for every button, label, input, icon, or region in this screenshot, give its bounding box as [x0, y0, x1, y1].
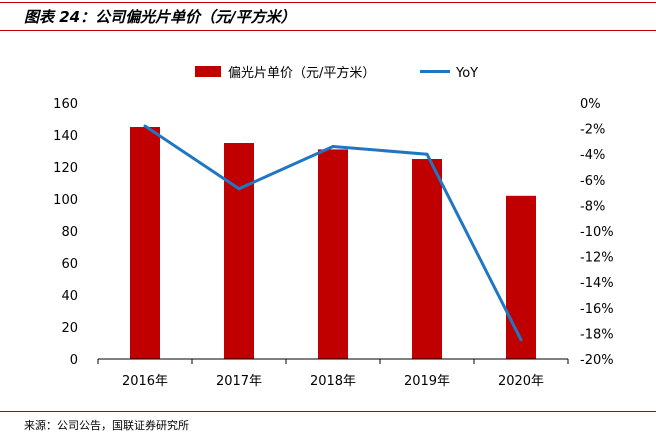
- x-tick-label: 2019年: [404, 374, 450, 389]
- bar: [224, 143, 254, 359]
- yoy-point: [331, 145, 335, 149]
- y-left-tick-label: 80: [61, 225, 78, 240]
- y-right-tick-label: -14%: [580, 276, 614, 291]
- bar: [318, 149, 348, 359]
- title-bottom-rule: [0, 30, 656, 31]
- y-left-tick-label: 120: [53, 161, 78, 176]
- x-tick-label: 2018年: [310, 374, 356, 389]
- yoy-point: [519, 338, 523, 342]
- yoy-point: [237, 187, 241, 191]
- legend-bar-label: 偏光片单价（元/平方米）: [228, 65, 375, 81]
- title-top-rule: [0, 2, 656, 3]
- bar: [130, 127, 160, 359]
- y-right-tick-label: -4%: [580, 148, 605, 163]
- legend-line-label: YoY: [455, 66, 478, 81]
- bar: [506, 195, 536, 359]
- figure-title: 图表 24：公司偏光片单价（元/平方米）: [24, 8, 296, 26]
- legend-bar-swatch: [195, 66, 221, 77]
- y-right-tick-label: -20%: [580, 353, 614, 368]
- y-left-tick-label: 140: [53, 129, 78, 144]
- y-right-tick-label: 0%: [580, 97, 601, 112]
- footer-rule: [0, 411, 656, 412]
- bar: [412, 159, 442, 359]
- y-right-tick-label: -2%: [580, 123, 605, 138]
- y-right-tick-label: -12%: [580, 251, 614, 266]
- y-left-tick-label: 100: [53, 193, 78, 208]
- y-left-tick-label: 20: [61, 321, 78, 336]
- x-tick-label: 2016年: [122, 374, 168, 389]
- y-left-tick-label: 0: [70, 353, 78, 368]
- y-left-tick-label: 160: [53, 97, 78, 112]
- y-right-tick-label: -16%: [580, 302, 614, 317]
- source-note: 来源：公司公告，国联证券研究所: [24, 419, 189, 432]
- yoy-point: [143, 124, 147, 128]
- y-right-tick-label: -6%: [580, 174, 605, 189]
- y-right-tick-label: -18%: [580, 327, 614, 342]
- x-tick-label: 2020年: [498, 374, 544, 389]
- x-tick-label: 2017年: [216, 374, 262, 389]
- yoy-point: [425, 152, 429, 156]
- y-left-tick-label: 40: [61, 289, 78, 304]
- y-right-tick-label: -8%: [580, 199, 605, 214]
- y-left-tick-label: 60: [61, 257, 78, 272]
- legend: 偏光片单价（元/平方米） YoY: [195, 65, 478, 81]
- y-right-tick-label: -10%: [580, 225, 614, 240]
